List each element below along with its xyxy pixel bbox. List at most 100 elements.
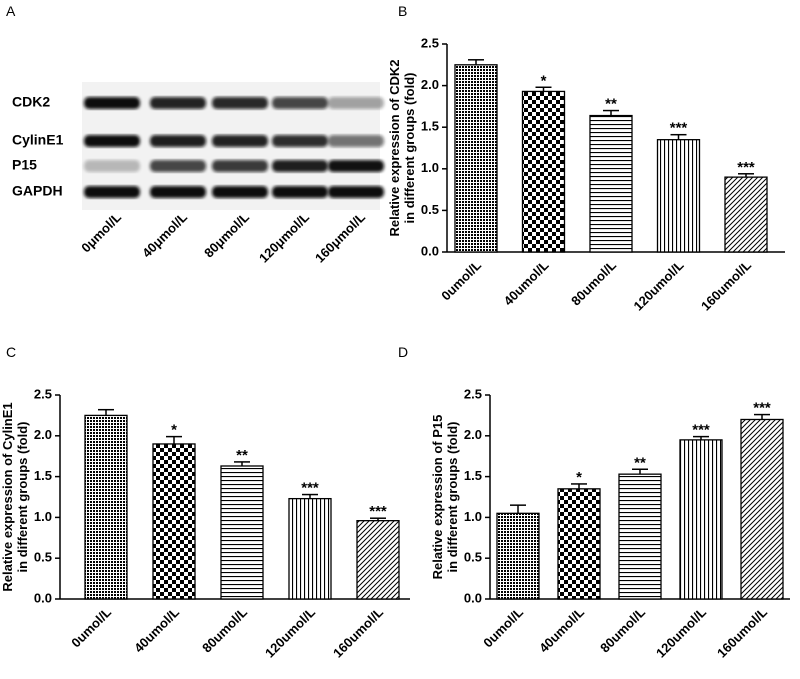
error-bar xyxy=(632,468,648,475)
y-axis-label: in different groups (fold) xyxy=(15,422,30,573)
y-tick-label: 0.5 xyxy=(464,550,482,565)
y-tick-label: 0.0 xyxy=(34,590,52,605)
y-tick-label: 1.5 xyxy=(421,119,439,134)
blot-band xyxy=(328,135,384,147)
significance-label: *** xyxy=(301,480,319,497)
y-axis-label: Relative expression of P15 xyxy=(430,415,445,580)
blot-band xyxy=(84,160,140,172)
blot-band xyxy=(212,97,268,109)
significance-label: * xyxy=(541,72,547,89)
blot-band xyxy=(272,135,328,147)
blot-band xyxy=(272,160,328,172)
blot-row-label: CylinE1 xyxy=(12,132,64,148)
significance-label: ** xyxy=(236,447,248,464)
y-tick-label: 0.0 xyxy=(421,243,439,258)
x-tick-label: 80umol/L xyxy=(597,604,648,655)
x-tick-label: 40umol/L xyxy=(131,604,182,655)
significance-label: *** xyxy=(753,400,771,417)
bar xyxy=(84,414,128,600)
y-tick-label: 0.0 xyxy=(464,590,482,605)
x-tick-label: 0umol/L xyxy=(68,604,114,650)
panel-label: C xyxy=(6,344,16,360)
bar xyxy=(557,488,601,600)
y-tick-label: 0.5 xyxy=(421,202,439,217)
y-tick-label: 1.5 xyxy=(34,468,52,483)
bar xyxy=(220,465,264,600)
error-bar xyxy=(603,109,619,116)
significance-label: *** xyxy=(737,159,755,176)
blot-band xyxy=(150,97,206,109)
x-tick-label: 160umol/L xyxy=(714,604,770,660)
bar xyxy=(454,64,498,253)
bar xyxy=(656,139,701,253)
error-bar xyxy=(535,86,552,92)
y-axis-label: in different groups (fold) xyxy=(445,422,460,573)
error-bar xyxy=(166,435,182,444)
significance-label: *** xyxy=(369,503,387,520)
error-bar xyxy=(302,493,318,499)
blot-band xyxy=(150,160,206,172)
x-tick-label: 0umol/L xyxy=(480,604,526,650)
blot-band xyxy=(328,160,384,172)
error-bar xyxy=(468,59,484,65)
x-tick-label: 40umol/L xyxy=(501,257,552,308)
bar xyxy=(679,439,723,600)
y-tick-label: 2.0 xyxy=(34,427,52,442)
bar xyxy=(724,176,768,253)
y-tick-label: 1.5 xyxy=(464,468,482,483)
blot-lane-label: 0μmol/L xyxy=(78,209,124,255)
blot-band xyxy=(212,135,268,147)
bar xyxy=(152,443,196,600)
bar xyxy=(618,473,662,600)
x-tick-label: 160umol/L xyxy=(330,604,386,660)
panel-label: A xyxy=(6,3,16,19)
x-tick-label: 120umol/L xyxy=(262,604,318,660)
y-tick-label: 2.5 xyxy=(34,386,52,401)
y-tick-label: 2.5 xyxy=(464,386,482,401)
bar xyxy=(356,520,400,600)
error-bar xyxy=(234,461,250,466)
y-tick-label: 2.5 xyxy=(421,35,439,50)
y-axis-label: Relative expression of CylinE1 xyxy=(0,402,15,591)
blot-lane-label: 80μmol/L xyxy=(201,209,252,260)
blot-band xyxy=(328,97,384,109)
x-tick-label: 160umol/L xyxy=(698,257,754,313)
y-tick-label: 1.0 xyxy=(421,160,439,175)
blot-band xyxy=(328,186,384,198)
blot-band xyxy=(272,186,328,198)
significance-label: * xyxy=(576,469,582,486)
x-tick-label: 0umol/L xyxy=(438,257,484,303)
blot-band xyxy=(150,186,206,198)
bar xyxy=(521,90,566,253)
y-tick-label: 1.0 xyxy=(34,509,52,524)
blot-lane-label: 40μmol/L xyxy=(139,209,190,260)
error-bar xyxy=(510,504,526,514)
error-bar xyxy=(98,408,114,416)
x-tick-label: 80umol/L xyxy=(568,257,619,308)
bar xyxy=(496,512,540,600)
panel-label: B xyxy=(398,3,407,19)
bar xyxy=(740,418,784,600)
blot-band xyxy=(84,135,140,147)
blot-lane-label: 160μmol/L xyxy=(312,209,368,265)
blot-row-label: CDK2 xyxy=(12,94,50,110)
blot-band xyxy=(150,135,206,147)
x-tick-label: 40umol/L xyxy=(536,604,587,655)
panel-label: D xyxy=(398,344,408,360)
significance-label: ** xyxy=(634,454,646,471)
significance-label: *** xyxy=(692,422,710,439)
x-tick-label: 120umol/L xyxy=(653,604,709,660)
significance-label: * xyxy=(171,422,177,439)
error-bar xyxy=(738,173,754,178)
x-tick-label: 80umol/L xyxy=(199,604,250,655)
y-axis-label: Relative expression of CDK2 xyxy=(387,59,402,236)
error-bar xyxy=(370,517,386,521)
blot-band xyxy=(84,186,140,198)
y-tick-label: 1.0 xyxy=(464,509,482,524)
blot-row-label: GAPDH xyxy=(12,183,63,199)
bar xyxy=(589,114,633,253)
blot-band xyxy=(272,97,328,109)
error-bar xyxy=(754,413,770,420)
error-bar xyxy=(670,133,687,140)
